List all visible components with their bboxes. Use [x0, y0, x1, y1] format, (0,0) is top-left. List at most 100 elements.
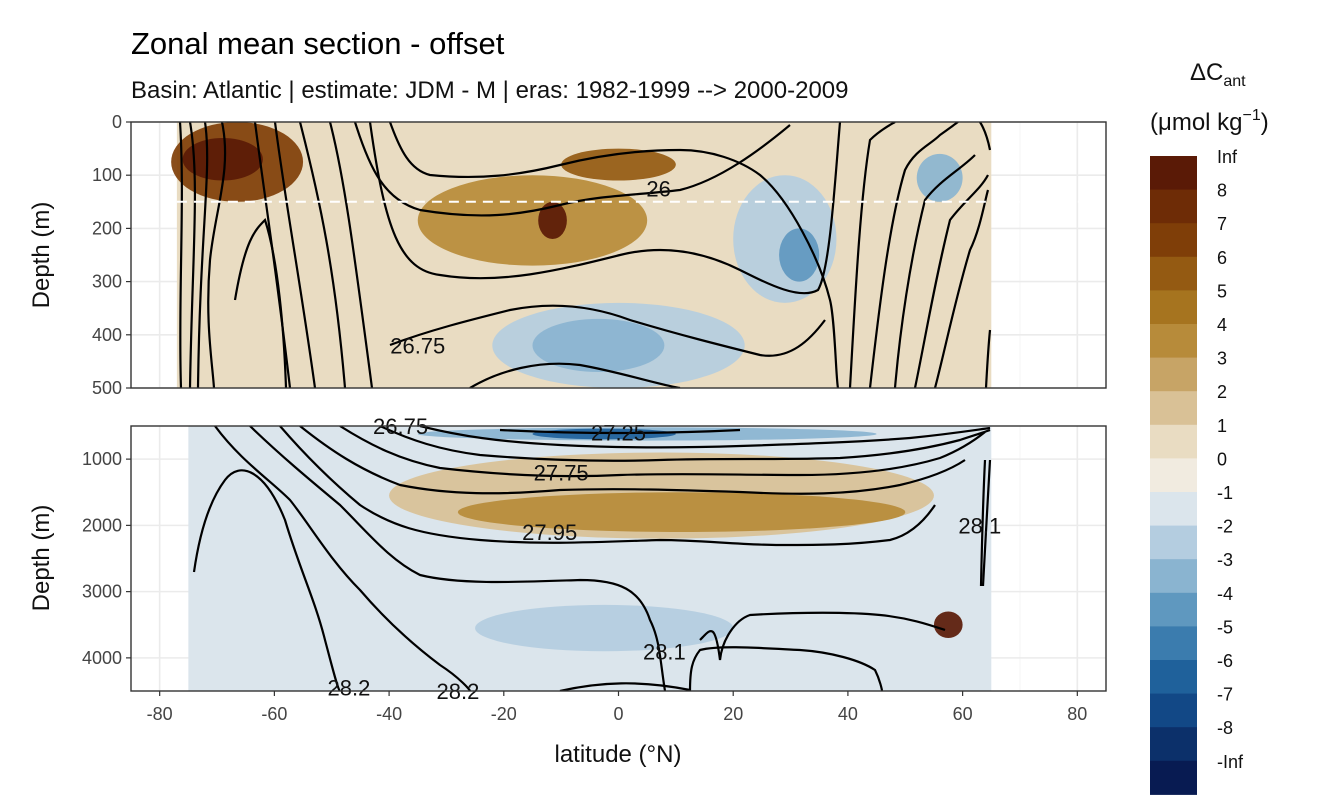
- contour-line: [299, 426, 966, 495]
- contour-line: [848, 122, 896, 388]
- contour-line: [469, 362, 681, 388]
- contour-line: [979, 459, 987, 587]
- legend-swatch: [1150, 492, 1197, 527]
- contour-label: 27.75: [534, 460, 589, 485]
- x-tick-label: -60: [261, 704, 287, 724]
- contour-label: 26.75: [390, 333, 445, 358]
- contour-label: 28.1: [643, 639, 686, 664]
- y-tick-label: 0: [112, 112, 122, 132]
- legend-label: -1: [1217, 483, 1233, 503]
- contour-line: [188, 122, 197, 388]
- fill-region: [532, 318, 665, 373]
- upper-panel-contours: [178, 122, 992, 388]
- legend-label: 0: [1217, 449, 1227, 469]
- y-tick-label: 400: [92, 325, 122, 345]
- legend-label: 8: [1217, 181, 1227, 201]
- legend-swatch: [1150, 592, 1197, 627]
- legend-swatch: [1150, 424, 1197, 459]
- upper-panel: 26 26.75 0 100 200 300 400 500: [92, 112, 1107, 398]
- fill-region: [182, 137, 263, 181]
- y-axis-title-lower: Depth (m): [28, 505, 55, 612]
- x-tick-label: 20: [723, 704, 743, 724]
- contour-line: [893, 154, 976, 388]
- legend-swatch: [1150, 256, 1197, 291]
- contour-line: [499, 428, 741, 435]
- contour-line: [933, 189, 990, 388]
- x-axis-title: latitude (°N): [555, 741, 682, 768]
- contour-line: [279, 426, 936, 547]
- fill-region: [779, 228, 820, 282]
- contour-line: [253, 122, 292, 388]
- chart-subtitle: Basin: Atlantic | estimate: JDM - M | er…: [131, 77, 848, 104]
- x-tick-label: -40: [376, 704, 402, 724]
- chart-title: Zonal mean section - offset: [131, 26, 505, 61]
- legend-swatch: [1150, 626, 1197, 661]
- contour-line: [913, 174, 989, 388]
- x-tick-label: 80: [1067, 704, 1087, 724]
- legend-swatch: [1150, 559, 1197, 594]
- legend-unit-open: (μmol kg: [1150, 109, 1243, 136]
- x-axis: -80 -60 -40 -20 0 20 40 60 80: [147, 691, 1087, 724]
- legend-swatch: [1150, 290, 1197, 325]
- x-tick-label: -20: [491, 704, 517, 724]
- x-tick-label: 40: [838, 704, 858, 724]
- contour-line: [688, 646, 884, 691]
- legend-label: -6: [1217, 651, 1233, 671]
- y-tick-label: 100: [92, 165, 122, 185]
- contour-label: 28.1: [958, 513, 1001, 538]
- fill-region: [561, 148, 676, 181]
- contour-line: [207, 122, 227, 388]
- upper-panel-y-axis: 0 100 200 300 400 500: [92, 112, 131, 398]
- legend-label: -3: [1217, 550, 1233, 570]
- legend-swatch: [1150, 324, 1197, 359]
- contour-line: [353, 122, 791, 217]
- legend-label: -5: [1217, 617, 1233, 637]
- y-tick-label: 4000: [82, 648, 122, 668]
- legend-label: 1: [1217, 416, 1227, 436]
- contour-line: [388, 122, 840, 388]
- contour-line: [273, 122, 317, 388]
- legend-unit-close: ): [1261, 109, 1269, 136]
- contour-line: [368, 122, 842, 295]
- fill-region: [538, 201, 567, 240]
- y-tick-label: 1000: [82, 449, 122, 469]
- contour-label: 27.25: [591, 421, 646, 446]
- contour-label: 26: [646, 177, 670, 202]
- contour-line: [981, 459, 992, 587]
- x-tick-label: 60: [953, 704, 973, 724]
- contour-line: [379, 426, 991, 462]
- legend-title: ΔCant: [1190, 59, 1246, 90]
- lower-panel-y-axis: 1000 2000 3000 4000: [82, 449, 131, 668]
- contour-line: [196, 122, 209, 388]
- contour-line: [559, 682, 691, 691]
- y-axis-title-upper: Depth (m): [28, 202, 55, 309]
- x-tick-label: -80: [147, 704, 173, 724]
- legend-label: 7: [1217, 214, 1227, 234]
- lower-panel-contours: [192, 426, 992, 691]
- legend-label: 4: [1217, 315, 1227, 335]
- fill-region: [933, 611, 963, 638]
- contour-line: [984, 329, 992, 388]
- y-tick-label: 3000: [82, 582, 122, 602]
- legend-label: 2: [1217, 382, 1227, 402]
- contour-line: [389, 304, 826, 357]
- legend-swatch: [1150, 458, 1197, 493]
- upper-panel-contour-labels: 26 26.75: [390, 177, 671, 359]
- legend-label: -4: [1217, 584, 1233, 604]
- legend-colorbar: [1150, 156, 1197, 795]
- contour-line: [328, 122, 374, 388]
- fill-region: [475, 604, 734, 652]
- legend-swatch: [1150, 693, 1197, 728]
- legend-swatch: [1150, 525, 1197, 560]
- legend-swatch: [1150, 223, 1197, 258]
- contour-line: [868, 122, 959, 388]
- legend-label: -2: [1217, 517, 1233, 537]
- legend-swatch: [1150, 760, 1197, 795]
- lower-panel-fills: [188, 426, 992, 691]
- legend-labels: Inf 8 7 6 5 4 3 2 1 0 -1 -2 -3 -4 -5 -6 -7 -8 -Inf: [1217, 147, 1244, 772]
- y-tick-label: 200: [92, 218, 122, 238]
- legend-label: -8: [1217, 718, 1233, 738]
- fill-region: [457, 492, 906, 532]
